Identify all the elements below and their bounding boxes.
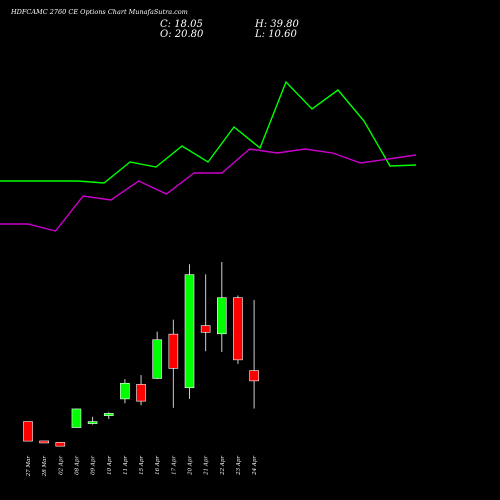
candle-body [120, 382, 130, 400]
x-tick-label: 15 Apr [139, 456, 145, 475]
x-tick-label: 21 Apr [204, 456, 210, 476]
chart-title: HDFCAMC 2760 CE Options Chart MunafaSutr… [11, 8, 188, 16]
candle-body [200, 325, 211, 333]
x-tick-label: 09 Apr [91, 456, 97, 475]
x-tick-label: 16 Apr [155, 456, 161, 475]
candle-body [249, 370, 259, 382]
x-tick-label: 27 Mar [26, 456, 32, 478]
candle-body [55, 442, 66, 447]
open-value: O: 20.80 [160, 29, 204, 40]
x-tick-label: 02 Apr [58, 456, 64, 475]
candle-body [87, 421, 98, 424]
candle-body [39, 440, 49, 444]
x-tick-label: 24 Apr [252, 456, 258, 476]
indicator-line-1 [0, 80, 417, 184]
close-value: C: 18.05 [160, 19, 203, 30]
candle-body [168, 333, 179, 369]
x-tick-label: 22 Apr [220, 456, 226, 476]
candle-body [136, 384, 146, 402]
x-tick-label: 11 Apr [123, 456, 129, 475]
candle-body [71, 408, 82, 428]
candle-body [152, 339, 162, 379]
x-tick-label: 17 Apr [171, 456, 177, 475]
x-tick-label: 23 Apr [236, 456, 242, 476]
candle-body [233, 297, 243, 361]
high-value: H: 39.80 [255, 19, 299, 30]
x-tick-label: 28 Mar [42, 456, 48, 478]
x-tick-label: 10 Apr [107, 456, 113, 475]
x-tick-label: 08 Apr [74, 456, 80, 475]
candle-body [103, 413, 114, 416]
candle-body [23, 421, 33, 442]
indicator-line-2 [0, 148, 417, 232]
candle-body [217, 297, 227, 335]
candle-body [184, 274, 195, 389]
low-value: L: 10.60 [255, 29, 297, 40]
x-tick-label: 20 Apr [188, 456, 194, 476]
